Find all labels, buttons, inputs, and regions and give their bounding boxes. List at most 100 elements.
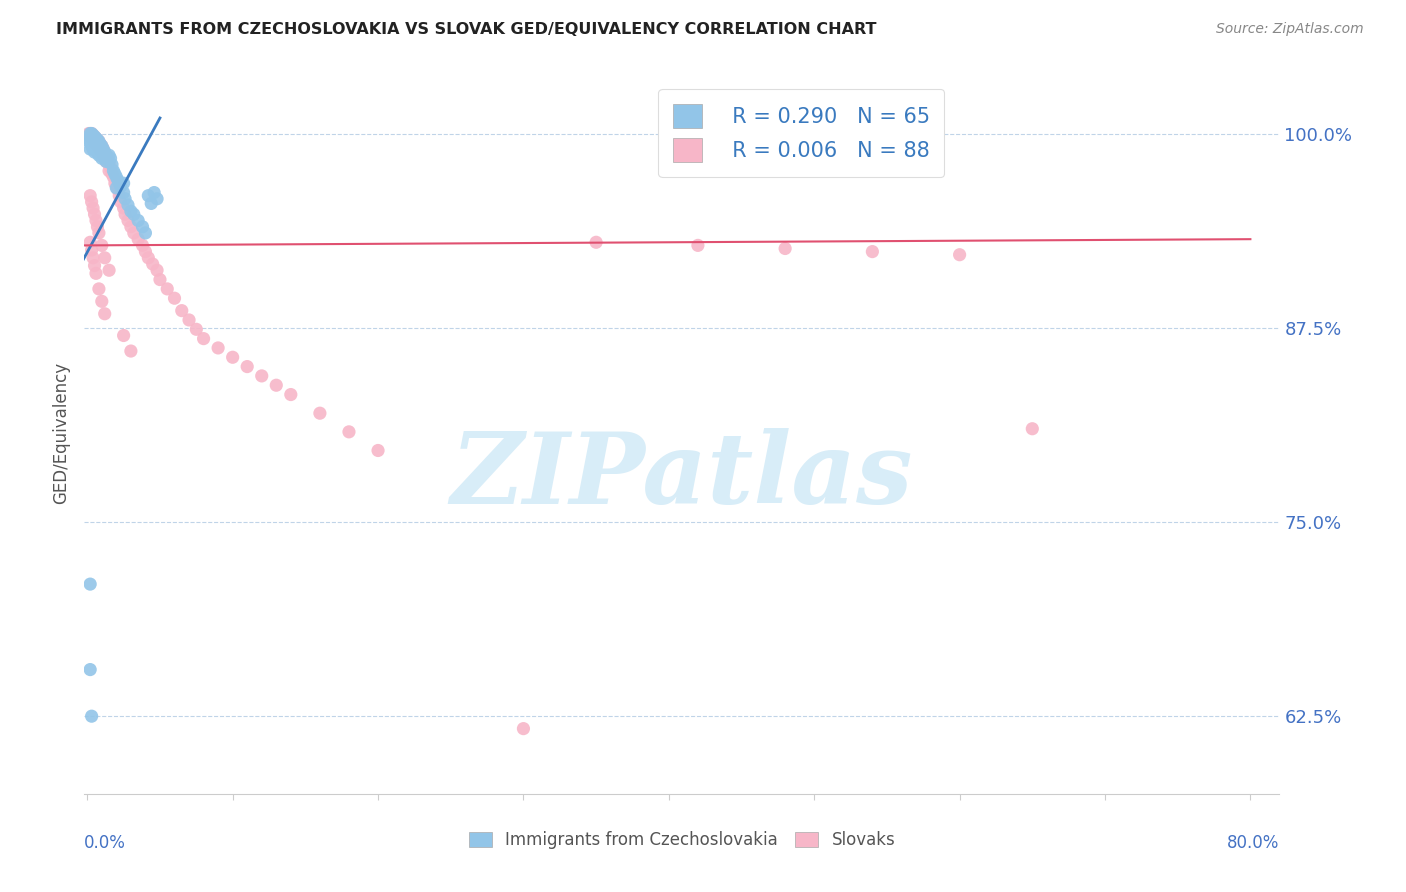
Point bbox=[84, 142, 107, 156]
Point bbox=[96, 148, 118, 162]
Point bbox=[93, 152, 115, 166]
Point bbox=[98, 148, 121, 162]
Point bbox=[90, 139, 112, 153]
Point bbox=[100, 161, 122, 175]
Point bbox=[1021, 422, 1043, 436]
Point bbox=[87, 140, 110, 154]
Point bbox=[127, 213, 149, 227]
Point bbox=[112, 328, 135, 343]
Point bbox=[89, 137, 111, 152]
Point bbox=[122, 226, 145, 240]
Point bbox=[104, 167, 127, 181]
Point bbox=[79, 129, 101, 144]
Point bbox=[143, 186, 166, 200]
Point bbox=[87, 140, 110, 154]
Point bbox=[127, 232, 149, 246]
Point bbox=[105, 179, 128, 194]
Point bbox=[108, 188, 131, 202]
Point bbox=[79, 134, 101, 148]
Point bbox=[96, 154, 118, 169]
Point bbox=[80, 131, 103, 145]
Point bbox=[84, 266, 107, 280]
Text: 0.0%: 0.0% bbox=[84, 834, 127, 852]
Point bbox=[236, 359, 259, 374]
Point bbox=[90, 145, 112, 160]
Point bbox=[91, 142, 114, 156]
Point bbox=[82, 128, 104, 142]
Point bbox=[146, 263, 169, 277]
Point bbox=[91, 148, 114, 162]
Point bbox=[120, 344, 142, 359]
Point bbox=[82, 251, 104, 265]
Text: 80.0%: 80.0% bbox=[1227, 834, 1279, 852]
Point bbox=[309, 406, 332, 420]
Point bbox=[90, 152, 112, 166]
Point bbox=[79, 577, 101, 591]
Point bbox=[90, 294, 112, 309]
Point bbox=[82, 133, 104, 147]
Point bbox=[103, 163, 125, 178]
Point bbox=[193, 332, 215, 346]
Point bbox=[93, 251, 115, 265]
Point bbox=[93, 145, 115, 160]
Point bbox=[80, 127, 103, 141]
Point bbox=[83, 207, 105, 221]
Point bbox=[112, 201, 135, 215]
Point bbox=[101, 167, 124, 181]
Point bbox=[90, 145, 112, 160]
Point bbox=[83, 136, 105, 150]
Point bbox=[177, 313, 200, 327]
Point bbox=[105, 169, 128, 184]
Point bbox=[114, 192, 136, 206]
Point bbox=[112, 186, 135, 200]
Point bbox=[83, 145, 105, 160]
Point bbox=[91, 148, 114, 162]
Point bbox=[87, 134, 110, 148]
Text: IMMIGRANTS FROM CZECHOSLOVAKIA VS SLOVAK GED/EQUIVALENCY CORRELATION CHART: IMMIGRANTS FROM CZECHOSLOVAKIA VS SLOVAK… bbox=[56, 22, 877, 37]
Point bbox=[93, 152, 115, 166]
Point bbox=[83, 137, 105, 152]
Point bbox=[104, 176, 127, 190]
Point bbox=[686, 238, 709, 252]
Point bbox=[79, 127, 101, 141]
Point bbox=[949, 248, 972, 262]
Point bbox=[87, 282, 110, 296]
Point bbox=[101, 158, 124, 172]
Point bbox=[82, 136, 104, 150]
Point bbox=[134, 226, 156, 240]
Point bbox=[86, 219, 108, 234]
Point bbox=[84, 136, 107, 150]
Point bbox=[112, 176, 135, 190]
Point bbox=[110, 194, 132, 209]
Point bbox=[83, 129, 105, 144]
Point bbox=[117, 213, 139, 227]
Point bbox=[131, 219, 153, 234]
Point bbox=[136, 251, 159, 265]
Point bbox=[79, 129, 101, 144]
Point bbox=[512, 722, 534, 736]
Point bbox=[136, 188, 159, 202]
Point bbox=[80, 709, 103, 723]
Point bbox=[117, 198, 139, 212]
Point bbox=[97, 152, 120, 166]
Point bbox=[98, 163, 121, 178]
Point bbox=[83, 133, 105, 147]
Point bbox=[105, 181, 128, 195]
Point bbox=[84, 137, 107, 152]
Point bbox=[186, 322, 208, 336]
Point bbox=[79, 663, 101, 677]
Point bbox=[80, 129, 103, 144]
Point bbox=[80, 139, 103, 153]
Point bbox=[86, 139, 108, 153]
Point bbox=[90, 139, 112, 153]
Point bbox=[79, 235, 101, 250]
Point bbox=[87, 134, 110, 148]
Point bbox=[86, 145, 108, 160]
Point bbox=[120, 219, 142, 234]
Point bbox=[79, 188, 101, 202]
Point bbox=[280, 387, 302, 401]
Point bbox=[170, 303, 193, 318]
Point bbox=[77, 127, 100, 141]
Point bbox=[149, 272, 172, 286]
Point bbox=[93, 145, 115, 160]
